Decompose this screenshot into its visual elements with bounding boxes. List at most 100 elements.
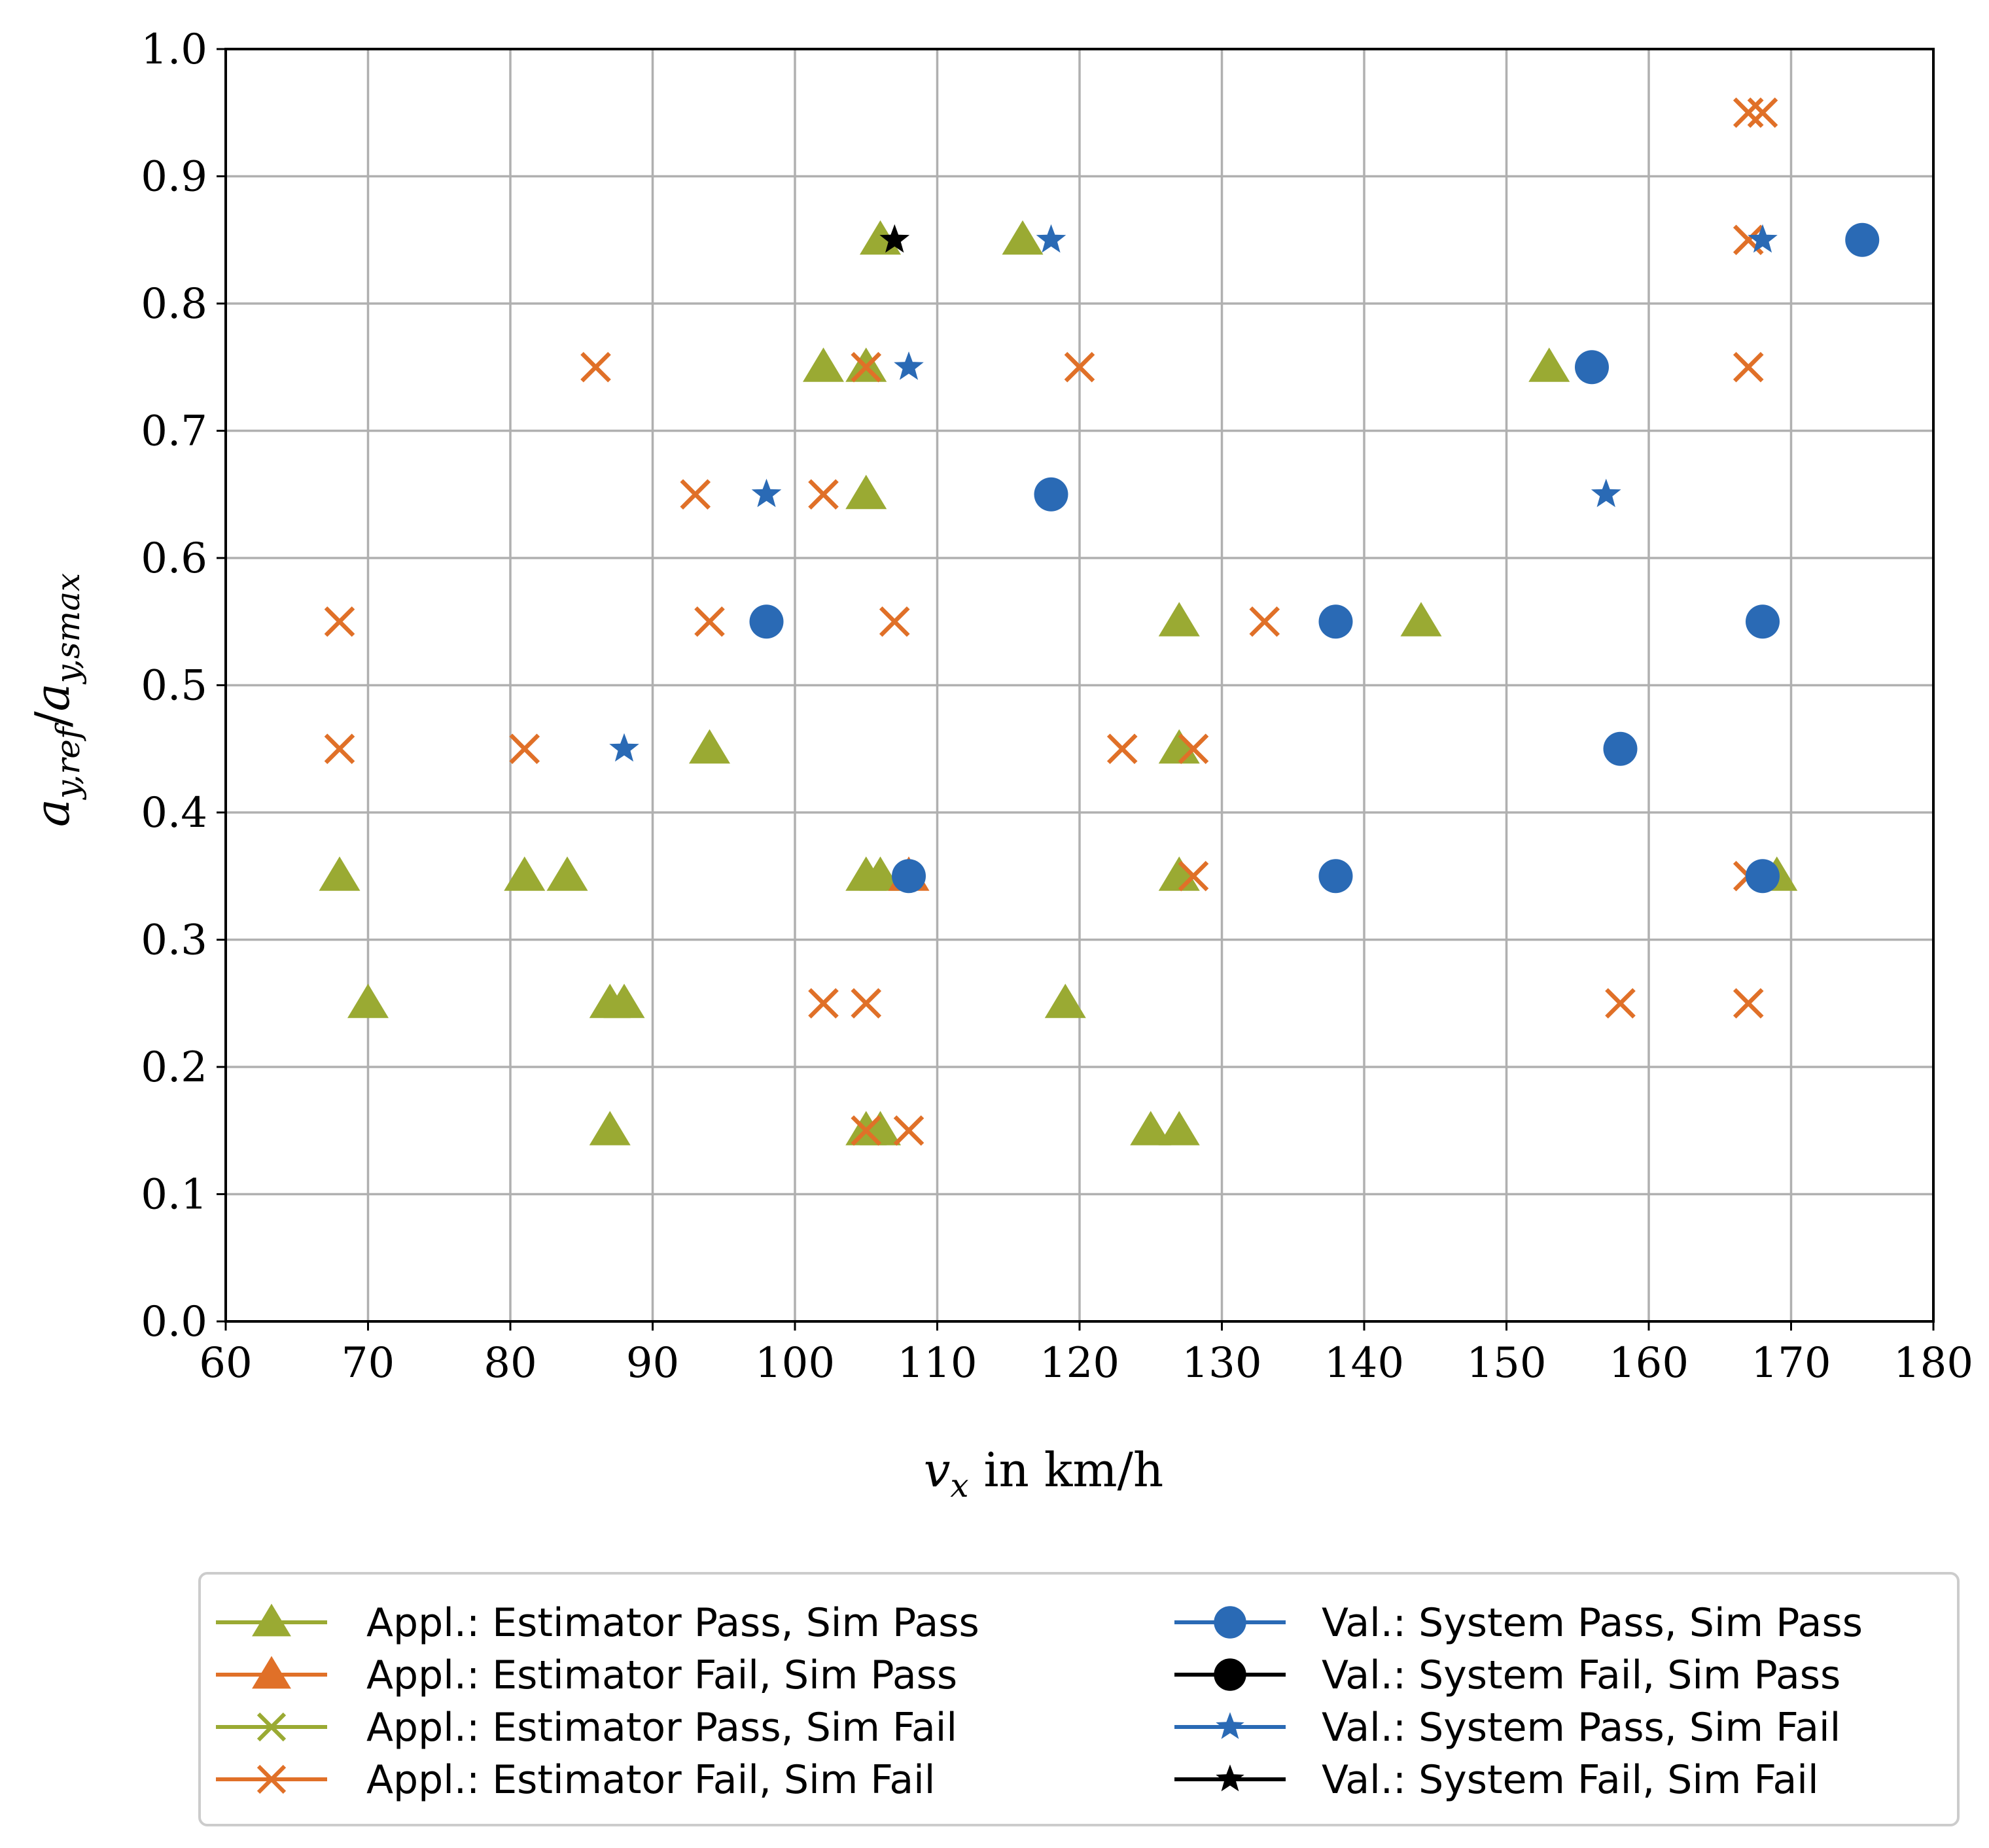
legend-marker — [1216, 1712, 1244, 1739]
data-point — [894, 351, 924, 380]
y-tick-label: 0.6 — [141, 534, 207, 583]
legend-label: Appl.: Estimator Fail, Sim Pass — [366, 1652, 957, 1698]
y-axis-slash: / — [25, 711, 80, 727]
data-point — [845, 474, 887, 510]
data-point — [808, 988, 839, 1019]
x-tick-label: 180 — [1893, 1339, 1973, 1387]
data-point — [1528, 347, 1570, 382]
y-axis-den: a — [25, 683, 80, 711]
data-point — [1591, 478, 1621, 508]
legend-label: Val.: System Pass, Sim Fail — [1322, 1705, 1840, 1751]
data-point — [1733, 351, 1764, 383]
data-point — [1130, 1111, 1172, 1145]
legend-label: Appl.: Estimator Pass, Sim Pass — [366, 1600, 979, 1646]
x-tick-label: 110 — [897, 1339, 977, 1387]
legend-entry: Appl.: Estimator Fail, Sim Pass — [216, 1652, 957, 1698]
y-tick-label: 0.4 — [141, 789, 207, 837]
y-axis-num-sub: y,ref — [49, 722, 87, 800]
y-axis-title: ay,ref/ay,smax — [25, 573, 87, 827]
data-point — [1733, 988, 1764, 1019]
y-tick-label: 0.7 — [141, 408, 207, 456]
axis-ticks: 60 70 80 90 100 110 120 130 140 150 160 170 180 0.0 0.… — [141, 26, 1973, 1387]
data-point — [694, 606, 725, 637]
data-point — [808, 479, 839, 510]
data-point — [580, 351, 611, 383]
x-tick-label: 170 — [1751, 1339, 1831, 1387]
data-point — [1178, 733, 1209, 765]
legend-entry: Appl.: Estimator Fail, Sim Fail — [216, 1757, 935, 1803]
legend-marker — [256, 1712, 287, 1742]
data-point — [1603, 731, 1638, 766]
legend-box — [198, 1572, 1960, 1826]
data-point — [1733, 97, 1764, 128]
x-axis-title: vx in km/h — [924, 1442, 1164, 1505]
data-point — [1845, 222, 1880, 257]
y-tick-label: 0.8 — [141, 280, 207, 328]
x-tick-label: 100 — [755, 1339, 835, 1387]
x-tick-label: 70 — [342, 1339, 395, 1387]
y-axis-den-sub: y,smax — [49, 573, 87, 685]
data-point — [893, 1115, 924, 1146]
x-axis-unit: in km/h — [969, 1442, 1164, 1497]
x-tick-label: 80 — [484, 1339, 537, 1387]
y-tick-label: 1.0 — [141, 26, 207, 74]
legend-entry: Val.: System Pass, Sim Pass — [1174, 1600, 1863, 1646]
data-point — [1158, 1111, 1200, 1145]
series-6 — [609, 224, 1778, 762]
series-3 — [324, 97, 1778, 1146]
legend-label: Appl.: Estimator Pass, Sim Fail — [366, 1705, 957, 1751]
legend-marker — [1216, 1764, 1244, 1792]
x-tick-label: 120 — [1040, 1339, 1119, 1387]
data-point — [689, 729, 730, 764]
data-point — [1044, 983, 1086, 1019]
data-point — [1178, 860, 1209, 892]
data-point — [319, 856, 361, 891]
legend-label: Appl.: Estimator Fail, Sim Fail — [366, 1757, 935, 1803]
y-axis-num: a — [25, 799, 80, 827]
data-point — [803, 347, 844, 382]
data-point — [1002, 220, 1044, 255]
x-axis-var: v — [924, 1442, 951, 1497]
data-point — [1748, 224, 1778, 253]
data-point — [1064, 351, 1095, 383]
data-point — [1605, 988, 1636, 1019]
data-point — [1158, 602, 1200, 636]
legend-marker — [252, 1656, 291, 1689]
legend-entry: Val.: System Fail, Sim Pass — [1174, 1652, 1840, 1698]
series-4 — [749, 222, 1880, 894]
legend-entry: Val.: System Pass, Sim Fail — [1174, 1705, 1840, 1751]
x-tick-label: 150 — [1466, 1339, 1546, 1387]
legend-marker — [252, 1603, 291, 1637]
x-tick-label: 140 — [1324, 1339, 1404, 1387]
series-0 — [319, 220, 1798, 1145]
legend-marker — [256, 1764, 287, 1794]
data-point — [603, 983, 645, 1019]
data-point — [324, 606, 355, 637]
data-point — [860, 856, 901, 891]
y-tick-label: 0.9 — [141, 153, 207, 201]
data-point — [609, 733, 639, 762]
data-points — [319, 97, 1880, 1146]
grid — [224, 48, 1935, 1323]
legend-entry: Appl.: Estimator Pass, Sim Pass — [216, 1600, 979, 1646]
x-tick-label: 60 — [199, 1339, 252, 1387]
data-point — [749, 604, 784, 639]
data-point — [1036, 224, 1066, 253]
data-point — [546, 856, 588, 891]
data-point — [504, 856, 546, 891]
data-point — [851, 351, 882, 383]
x-axis-sub: x — [950, 1467, 968, 1505]
legend-label: Val.: System Pass, Sim Pass — [1322, 1600, 1863, 1646]
series-7 — [879, 224, 910, 253]
legend-entry: Appl.: Estimator Pass, Sim Fail — [216, 1705, 957, 1751]
x-tick-label: 90 — [626, 1339, 679, 1387]
data-point — [1746, 859, 1780, 894]
data-point — [851, 988, 882, 1019]
data-point — [879, 606, 910, 637]
data-point — [509, 733, 540, 765]
y-tick-label: 0.1 — [141, 1171, 207, 1219]
data-point — [347, 983, 389, 1019]
legend-marker — [1214, 1606, 1246, 1639]
data-point — [851, 1115, 882, 1146]
